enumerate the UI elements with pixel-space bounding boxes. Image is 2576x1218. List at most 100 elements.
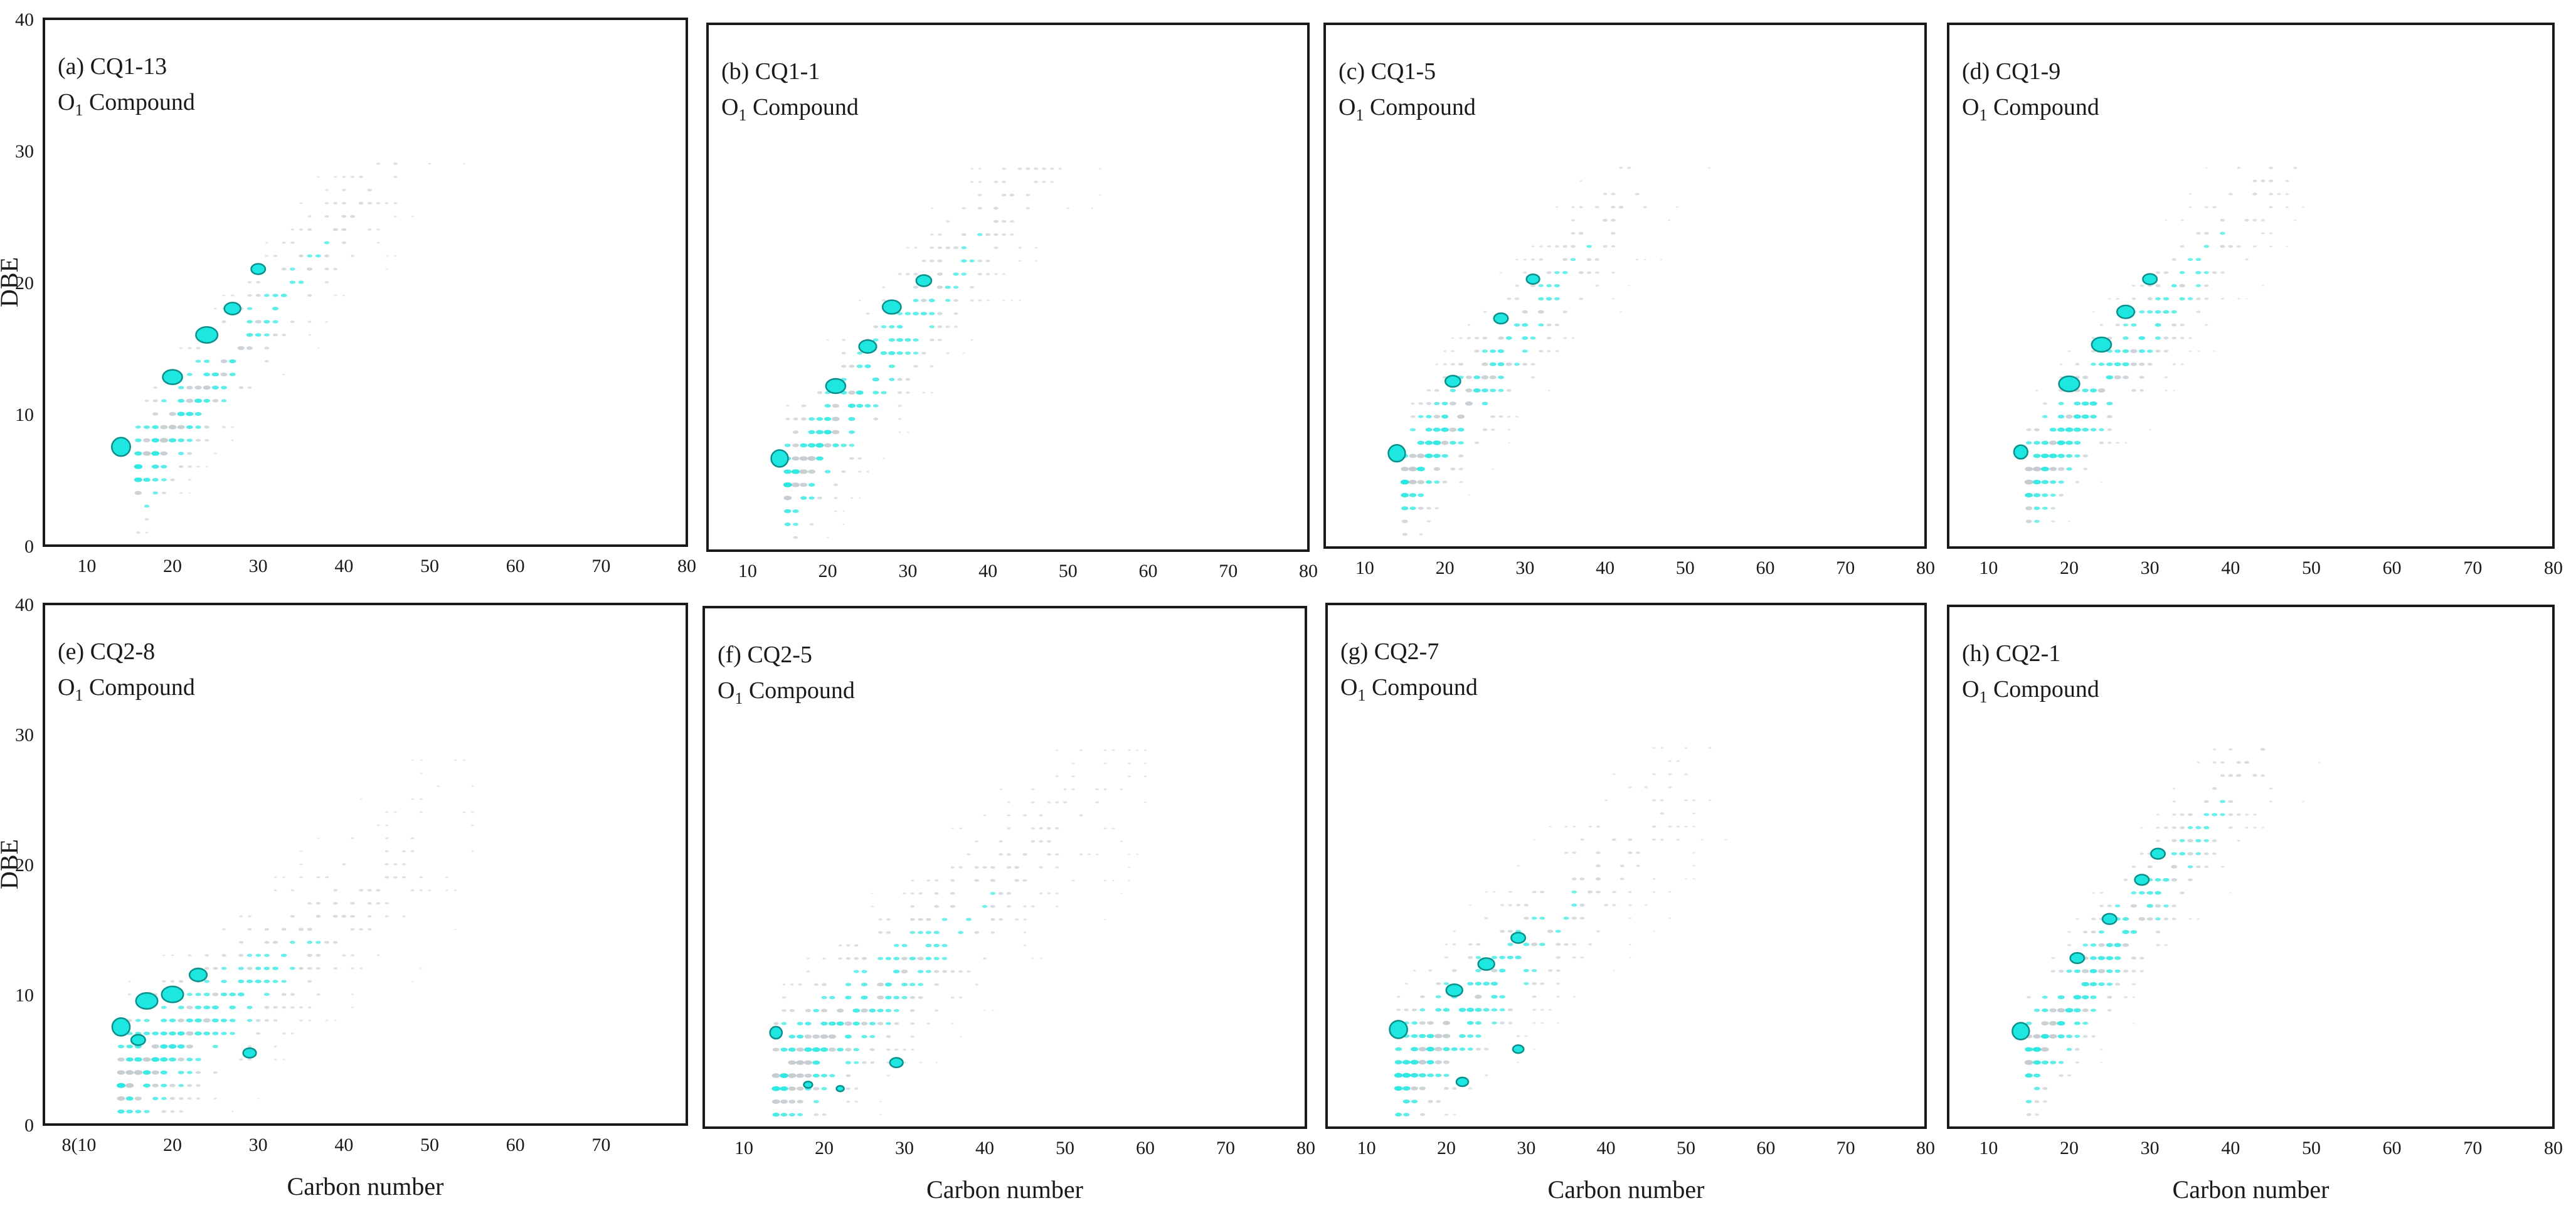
data-point — [2083, 930, 2088, 934]
data-point — [2261, 232, 2265, 235]
data-point — [814, 1113, 819, 1116]
data-point — [272, 320, 278, 324]
data-point — [1451, 337, 1455, 339]
data-point — [866, 312, 870, 315]
data-point — [2074, 401, 2081, 406]
data-point — [2196, 231, 2201, 235]
data-point — [290, 889, 295, 892]
data-point — [783, 509, 792, 514]
x-tick-label: 50 — [1676, 558, 1695, 578]
data-point — [161, 399, 167, 403]
data-point — [2139, 363, 2145, 366]
data-point — [229, 992, 236, 997]
data-point — [1668, 760, 1672, 762]
data-point — [231, 1111, 234, 1113]
data-point — [1524, 916, 1529, 920]
data-point — [1610, 218, 1616, 222]
data-point — [1127, 749, 1131, 751]
data-point — [1668, 825, 1672, 828]
data-point — [780, 1086, 788, 1091]
data-point — [1516, 904, 1521, 907]
data-point — [1443, 363, 1447, 366]
data-point — [1596, 825, 1600, 828]
data-point — [1507, 1008, 1513, 1012]
data-point — [1022, 853, 1027, 856]
data-point — [160, 425, 168, 430]
x-tick-label: 60 — [1139, 561, 1158, 581]
panel-label: (g) CQ2-7 — [1340, 638, 1439, 665]
data-point — [1628, 838, 1633, 841]
data-point — [2122, 362, 2129, 366]
data-point — [838, 957, 843, 960]
data-point — [1491, 968, 1498, 973]
data-point — [186, 1005, 193, 1010]
data-point — [221, 386, 227, 389]
data-point — [1475, 956, 1481, 960]
data-point — [2091, 363, 2097, 366]
data-point — [2042, 1100, 2047, 1103]
data-point — [471, 850, 474, 852]
data-point — [1034, 181, 1039, 183]
data-point — [1498, 415, 1503, 418]
data-point — [246, 1005, 253, 1009]
background-points — [1394, 747, 1727, 1117]
data-point — [2205, 324, 2208, 326]
data-point — [2197, 350, 2200, 352]
x-tick-label: 8( — [62, 1135, 78, 1155]
data-point — [307, 228, 312, 231]
data-point — [1426, 520, 1431, 523]
data-point — [2099, 904, 2104, 908]
data-point — [168, 425, 177, 430]
data-point — [911, 1048, 914, 1051]
data-point — [2074, 454, 2080, 458]
data-point — [2172, 813, 2176, 816]
data-point — [2171, 323, 2177, 327]
data-point — [2196, 297, 2201, 300]
data-point — [829, 1047, 836, 1052]
x-tick-label: 50 — [2302, 1138, 2321, 1158]
data-point — [798, 983, 802, 986]
data-point — [1660, 799, 1664, 802]
data-point — [2123, 336, 2129, 340]
data-point — [858, 497, 861, 499]
data-point — [1419, 1034, 1426, 1039]
data-point — [834, 510, 837, 512]
data-point — [772, 1047, 780, 1052]
data-point — [806, 957, 810, 960]
y-tick-label: 20 — [15, 273, 34, 294]
data-point — [2171, 283, 2177, 288]
data-point — [1508, 1021, 1513, 1025]
data-point — [1636, 851, 1640, 854]
data-point — [213, 966, 218, 970]
data-point — [2244, 813, 2249, 816]
data-point — [2081, 414, 2089, 419]
data-point — [925, 931, 931, 935]
data-point — [410, 850, 415, 852]
data-point — [453, 759, 457, 761]
data-point — [1476, 943, 1481, 946]
data-point — [2107, 904, 2112, 908]
data-point — [2066, 467, 2072, 471]
data-point — [1451, 969, 1457, 972]
data-point — [1418, 1047, 1427, 1052]
data-point — [958, 996, 963, 999]
x-tick-label: 20 — [2060, 1138, 2079, 1158]
data-point — [1006, 892, 1012, 895]
major-data-point — [889, 1057, 904, 1069]
data-point — [1467, 982, 1474, 986]
data-point — [2049, 428, 2057, 432]
data-point — [1054, 827, 1059, 830]
x-tick-label: 30 — [2141, 558, 2160, 578]
chart-panel-h: 10 20 30 40 50 60 70 80(h) CQ2-1O1 CompoundCarb… — [1947, 605, 2563, 1204]
data-point — [222, 294, 226, 297]
data-point — [933, 931, 940, 935]
data-point — [221, 399, 227, 403]
data-point — [1653, 930, 1655, 932]
data-point — [2057, 1008, 2065, 1013]
data-point — [1675, 206, 1679, 208]
data-point — [315, 941, 321, 944]
data-point — [376, 824, 380, 827]
data-point — [2074, 969, 2081, 973]
data-point — [913, 285, 919, 289]
